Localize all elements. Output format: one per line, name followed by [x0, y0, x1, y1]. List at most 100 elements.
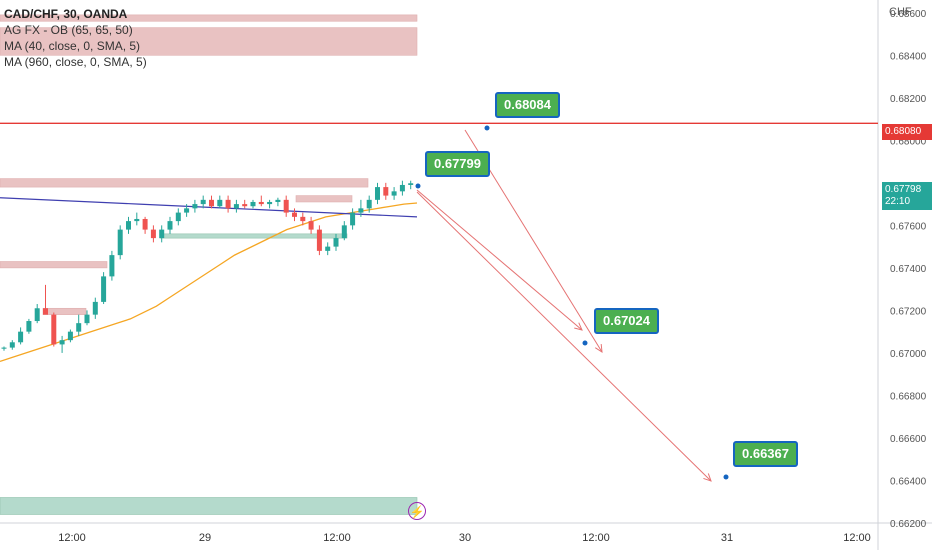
y-tick-label: 0.68600 — [890, 9, 927, 20]
indicator-ob-label[interactable]: AG FX - OB (65, 65, 50) — [4, 23, 133, 37]
candle-body — [84, 314, 90, 324]
x-tick-label: 30 — [459, 532, 471, 544]
y-tick-label: 0.66200 — [890, 519, 927, 530]
order-block — [295, 195, 353, 203]
callout-target-3[interactable]: 0.67024 — [594, 308, 659, 334]
projection-arrow-2 — [416, 189, 583, 331]
candle-body — [167, 221, 173, 230]
candle-body — [150, 229, 156, 239]
y-tick-label: 0.68400 — [890, 51, 927, 62]
projection-arrow-3-head — [703, 473, 712, 482]
candle-body — [233, 204, 239, 209]
y-tick-label: 0.67400 — [890, 264, 927, 275]
candle-body — [283, 199, 289, 213]
candle-body — [142, 218, 148, 230]
projection-arrow-2-head — [574, 322, 583, 331]
projection-arrow-1-head — [594, 343, 603, 353]
bar-countdown: 22:10 — [885, 196, 911, 207]
candle-body — [350, 212, 356, 226]
callout-target-4[interactable]: 0.66367 — [733, 441, 798, 467]
y-tick-label: 0.68200 — [890, 94, 927, 105]
callout-target-1[interactable]: 0.68084 — [495, 92, 560, 118]
current-price-tag: 0.67798 22:10 — [882, 182, 932, 210]
candle-body — [275, 199, 281, 202]
callout-anchor-dot — [582, 340, 588, 346]
callout-anchor-dot — [415, 183, 421, 189]
candle-body — [76, 323, 82, 332]
x-tick-label: 12:00 — [582, 532, 610, 544]
candle-body — [117, 229, 123, 256]
order-block — [42, 307, 87, 315]
x-tick-label: 12:00 — [58, 532, 86, 544]
candle-body — [399, 184, 405, 192]
y-tick-label: 0.66600 — [890, 434, 927, 445]
y-tick-label: 0.67000 — [890, 349, 927, 360]
x-tick-label: 12:00 — [843, 532, 871, 544]
candle-body — [391, 191, 397, 196]
callout-anchor-dot — [484, 125, 490, 131]
y-tick-label: 0.66400 — [890, 476, 927, 487]
candle-body — [192, 204, 198, 209]
candle-body — [300, 216, 306, 222]
candle-body — [292, 212, 297, 217]
ma960-line — [0, 197, 418, 218]
indicator-ma40-label[interactable]: MA (40, close, 0, SMA, 5) — [4, 39, 141, 53]
x-tick-label: 31 — [721, 532, 733, 544]
lightning-icon[interactable]: ⚡ — [408, 502, 426, 520]
candle-body — [358, 208, 364, 213]
y-tick-label: 0.67200 — [890, 306, 927, 317]
current-price-value: 0.67798 — [885, 184, 922, 195]
order-block — [0, 178, 369, 188]
candle-body — [26, 321, 32, 332]
y-tick-label: 0.68000 — [890, 136, 927, 147]
candle-body — [258, 201, 264, 205]
candle-body — [51, 314, 57, 345]
candle-body — [200, 199, 206, 205]
candle-body — [383, 187, 389, 196]
x-tick-label: 29 — [199, 532, 211, 544]
candle-body — [34, 308, 40, 322]
candle-body — [43, 308, 48, 315]
candle-body — [184, 208, 190, 213]
candle-body — [126, 221, 131, 230]
callout-anchor-dot — [723, 474, 729, 480]
candle-body — [109, 255, 115, 277]
symbol-title: CAD/CHF, 30, OANDA — [4, 7, 128, 21]
y-tick-label: 0.66800 — [890, 391, 927, 402]
candle-body — [316, 229, 322, 251]
candle-body — [242, 204, 248, 207]
candle-body — [1, 347, 7, 349]
candle-body — [217, 199, 223, 207]
resistance-price-tag: 0.68080 — [882, 124, 932, 140]
candle-body — [18, 331, 24, 343]
callout-target-2[interactable]: 0.67799 — [425, 151, 490, 177]
x-tick-label: 12:00 — [323, 532, 351, 544]
candle-body — [159, 229, 165, 239]
projection-arrow-3 — [416, 191, 712, 482]
candle-body — [366, 199, 372, 209]
y-tick-label: 0.67600 — [890, 221, 927, 232]
candle-body — [134, 218, 140, 222]
candle-body — [9, 342, 15, 348]
candle-body — [92, 301, 98, 315]
order-block — [0, 497, 418, 515]
indicator-ma960-label[interactable]: MA (960, close, 0, SMA, 5) — [4, 55, 147, 69]
candle-body — [325, 246, 331, 251]
chart-legend: CAD/CHF, 30, OANDA AG FX - OB (65, 65, 5… — [4, 6, 147, 70]
candle-body — [267, 201, 273, 205]
candle-body — [333, 238, 339, 247]
candle-body — [225, 199, 231, 209]
candle-body — [101, 276, 107, 302]
candle-body — [308, 221, 314, 230]
axis-currency-label: CHF — [889, 6, 912, 18]
order-block — [0, 14, 418, 22]
candle-body — [375, 187, 380, 200]
candle-body — [175, 212, 181, 222]
candle-body — [250, 201, 256, 207]
candle-body — [209, 199, 214, 207]
candle-body — [341, 225, 347, 239]
order-block — [0, 27, 418, 56]
candle-body — [67, 331, 73, 341]
